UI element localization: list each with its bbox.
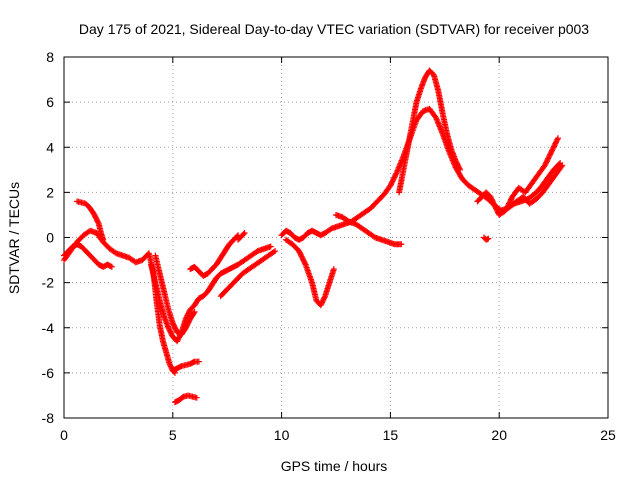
chart-title: Day 175 of 2021, Sidereal Day-to-day VTE…: [79, 21, 589, 37]
data-point: [551, 141, 558, 148]
data-point: [330, 266, 337, 273]
data-point: [392, 171, 399, 178]
data-point: [388, 181, 395, 188]
x-axis-label: GPS time / hours: [281, 458, 388, 474]
data-point: [546, 152, 553, 159]
data-point: [167, 363, 174, 370]
data-point: [100, 236, 107, 243]
data-point: [485, 235, 492, 242]
data-point: [241, 229, 248, 236]
data-point: [167, 362, 174, 369]
data-point: [297, 250, 304, 257]
data-point: [398, 241, 405, 248]
data-point: [457, 166, 464, 173]
data-point: [504, 204, 511, 211]
data-point: [389, 178, 396, 185]
data-point: [193, 394, 200, 401]
data-point: [547, 151, 554, 158]
data-point: [296, 249, 303, 256]
data-point: [550, 144, 557, 151]
data-point: [300, 257, 307, 264]
data-point: [272, 248, 279, 255]
data-point: [545, 154, 552, 161]
data-point: [391, 174, 398, 181]
data-point: [253, 248, 260, 255]
data-point: [502, 207, 509, 214]
grid-lines: [64, 57, 608, 418]
data-point: [321, 294, 328, 301]
y-tick-label: 4: [46, 139, 54, 155]
data-point: [267, 243, 274, 250]
data-point: [191, 308, 198, 315]
data-point: [541, 162, 548, 169]
data-point: [301, 260, 308, 267]
data-point: [552, 139, 559, 146]
data-point: [195, 358, 202, 365]
data-point: [166, 360, 173, 367]
data-point: [543, 158, 550, 165]
x-tick-label: 0: [60, 427, 68, 443]
data-point: [554, 136, 561, 143]
data-point: [391, 173, 398, 180]
data-point: [503, 206, 510, 213]
y-tick-label: -4: [42, 320, 55, 336]
data-point: [387, 182, 394, 189]
y-tick-label: 0: [46, 230, 54, 246]
data-point: [299, 256, 306, 263]
data-point: [554, 135, 561, 142]
data-point: [393, 170, 400, 177]
data-point: [240, 231, 247, 238]
y-axis-label: SDTVAR / TECUs: [6, 182, 22, 294]
data-point: [111, 249, 118, 256]
data-marks: [61, 67, 566, 406]
x-tick-label: 10: [274, 427, 290, 443]
data-point: [190, 310, 197, 317]
x-tick-label: 5: [169, 427, 177, 443]
x-tick-label: 20: [491, 427, 507, 443]
data-point: [370, 233, 377, 240]
y-tick-label: 2: [46, 184, 54, 200]
x-tick-label: 15: [383, 427, 399, 443]
data-point: [544, 156, 551, 163]
x-tick-label: 25: [600, 427, 616, 443]
y-tick-label: -2: [42, 275, 55, 291]
data-point: [456, 165, 463, 172]
data-point: [543, 159, 550, 166]
data-point: [388, 179, 395, 186]
data-point: [553, 137, 560, 144]
data-point: [549, 147, 556, 154]
data-point: [108, 263, 115, 270]
data-point: [296, 248, 303, 255]
data-point: [390, 175, 397, 182]
data-point: [548, 148, 555, 155]
y-tick-label: -8: [42, 410, 55, 426]
data-point: [542, 160, 549, 167]
y-tick-label: 8: [46, 49, 54, 65]
data-point: [551, 143, 558, 150]
data-point: [270, 248, 277, 255]
data-point: [327, 226, 334, 233]
data-point: [390, 177, 397, 184]
data-point: [558, 163, 565, 170]
data-point: [298, 253, 305, 260]
data-point: [297, 252, 304, 259]
data-point: [545, 155, 552, 162]
data-point: [299, 254, 306, 261]
data-point: [559, 162, 566, 169]
data-point: [507, 196, 514, 203]
y-tick-label: -6: [42, 365, 55, 381]
data-point: [301, 258, 308, 265]
data-point: [552, 140, 559, 147]
data-point: [95, 219, 102, 226]
y-tick-label: 6: [46, 94, 54, 110]
data-point: [344, 217, 351, 224]
data-point: [549, 146, 556, 153]
data-point: [547, 150, 554, 157]
